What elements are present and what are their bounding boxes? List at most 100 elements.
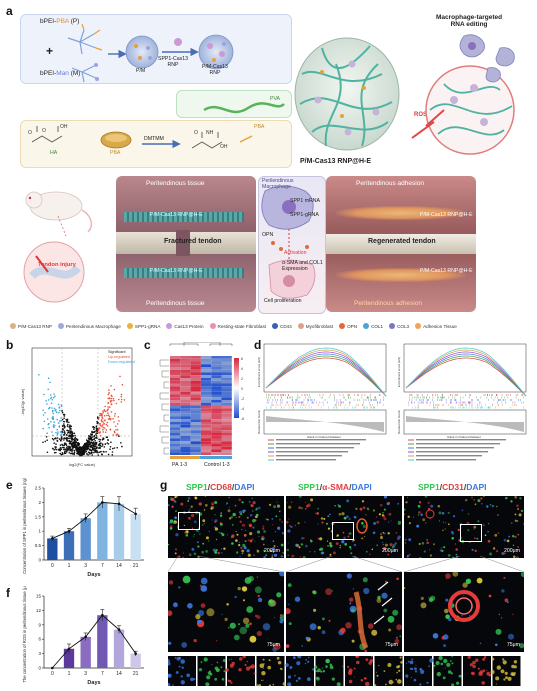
heatmap-cell — [180, 405, 191, 409]
fluorescence-spot — [249, 622, 252, 626]
fluorescence-spot — [329, 542, 332, 545]
fluorescence-spot — [175, 510, 177, 512]
fluorescence-spot — [230, 681, 233, 684]
fluorescence-spot — [280, 555, 283, 558]
fluorescence-spot — [327, 527, 331, 530]
bar — [97, 502, 108, 560]
fluorescence-spot — [384, 543, 388, 547]
heatmap-cell — [221, 397, 232, 400]
trend-point — [117, 628, 121, 631]
fluorescence-spot — [486, 669, 488, 671]
volcano-point — [53, 393, 55, 395]
fluorescence-spot — [407, 660, 410, 663]
volcano-point — [53, 407, 56, 410]
fluorescence-spot — [231, 661, 235, 666]
volcano-point — [56, 440, 59, 442]
heatmap-cell — [190, 389, 201, 392]
fluorescence-spot — [336, 682, 341, 687]
volcano-point — [64, 437, 66, 440]
heatmap-cell — [211, 446, 222, 450]
fluorescence-spot — [214, 527, 218, 531]
volcano-point — [116, 433, 119, 435]
heatmap-cell — [221, 411, 232, 414]
volcano-point — [67, 440, 70, 442]
fluorescence-spot — [223, 547, 226, 550]
fluorescence-spot — [238, 668, 242, 672]
fluorescence-spot — [332, 551, 336, 555]
volcano-point — [102, 450, 105, 453]
fluorescence-spot — [287, 675, 291, 679]
volcano-point — [51, 399, 54, 401]
legend-label: COL3 — [397, 323, 410, 329]
heatmap-scale-label: 2 — [241, 377, 243, 381]
fluorescence-spot — [233, 634, 240, 641]
fluorescence-spot — [211, 519, 213, 521]
fluorescence-spot — [388, 679, 394, 685]
legend-item: Peritendinous Macrophage — [57, 323, 121, 329]
volcano-point — [99, 424, 101, 426]
fluorescence-spot — [419, 556, 422, 558]
fluorescence-spot — [262, 527, 265, 530]
fluorescence-spot — [221, 533, 225, 537]
volcano-point — [94, 445, 96, 448]
legend-swatch — [126, 323, 133, 329]
fluorescence-spot — [369, 553, 371, 556]
heatmap-cell — [211, 424, 222, 428]
fluorescence-spot — [339, 544, 342, 547]
fluorescence-spot — [500, 669, 505, 674]
heatmap-cell — [200, 402, 212, 406]
heatmap-cell — [221, 380, 232, 384]
fluorescence-spot — [387, 532, 390, 535]
fluorescence-spot — [380, 536, 383, 540]
heatmap-cell — [190, 452, 201, 455]
heatmap-cell — [190, 364, 201, 367]
fluorescence-spot — [368, 509, 370, 511]
heatmap-cell — [190, 361, 201, 365]
heatmap-cell — [221, 438, 232, 442]
channel-panel — [404, 656, 432, 686]
fluorescence-spot — [245, 666, 251, 671]
fluorescence-spot — [289, 666, 293, 669]
fluorescence-spot — [511, 672, 516, 677]
heatmap-cell — [180, 367, 191, 370]
gsea-legend-text — [416, 439, 506, 441]
fluorescence-spot — [408, 538, 412, 542]
heatmap-scale-label: -4 — [241, 407, 244, 411]
fluorescence-spot — [180, 659, 185, 664]
fluorescence-spot — [322, 617, 325, 621]
panel-label-d: d — [254, 338, 262, 352]
fluorescence-spot — [278, 506, 280, 508]
volcano-point — [97, 444, 100, 447]
fluorescence-spot — [281, 521, 283, 523]
fluorescence-spot — [317, 507, 319, 510]
fluorescence-spot — [339, 546, 341, 549]
scene-right-tag2: P/M-Cas13 RNP@H-E — [420, 268, 473, 274]
volcano-point — [89, 435, 92, 437]
volcano-point — [103, 410, 106, 412]
volcano-point — [43, 393, 45, 396]
volcano-point — [107, 412, 109, 414]
scene-mid-title: Perilendinous Macrophage — [262, 178, 294, 190]
heatmap-cell — [221, 394, 232, 398]
volcano-point — [60, 431, 63, 434]
scene-mid-label-1: SPP1 mRNA — [290, 198, 320, 204]
heatmap-cell — [190, 446, 201, 450]
volcano-point — [56, 434, 59, 436]
fluorescence-spot — [235, 539, 238, 542]
fluorescence-spot — [252, 526, 255, 529]
volcano-point — [93, 438, 95, 441]
fluorescence-spot — [200, 603, 206, 608]
fluorescence-spot — [194, 496, 197, 499]
heatmap-cell — [170, 369, 181, 373]
fluorescence-spot — [244, 533, 247, 537]
volcano-point — [107, 406, 109, 408]
fluorescence-spot — [172, 521, 175, 524]
fluorescence-spot — [407, 515, 410, 518]
fluorescence-spot — [272, 683, 275, 686]
fluorescence-spot — [496, 505, 498, 508]
fluorescence-spot — [371, 629, 378, 636]
volcano-point — [59, 449, 61, 452]
fluorescence-spot — [297, 677, 301, 680]
fluorescence-spot — [238, 541, 241, 544]
volcano-point — [114, 413, 116, 415]
